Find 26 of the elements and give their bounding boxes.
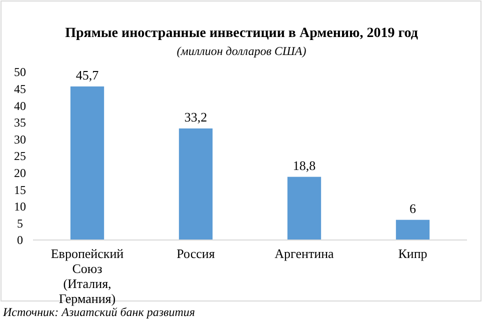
y-tick-label: 30 bbox=[14, 132, 26, 146]
data-label: 45,7 bbox=[76, 67, 100, 82]
y-tick-label: 20 bbox=[14, 166, 26, 180]
y-tick-label: 35 bbox=[14, 116, 26, 130]
chart-title: Прямые иностранные инвестиции в Армению, 2019 год bbox=[65, 26, 418, 41]
y-tick-label: 25 bbox=[14, 149, 26, 164]
text: Источник: Азиатский банк развития bbox=[2, 305, 196, 319]
data-label: 6 bbox=[410, 200, 416, 216]
data-label: 33,2 bbox=[184, 109, 208, 124]
bar bbox=[396, 220, 430, 240]
x-tick-label: Европейский Союз (Италия, Германия) bbox=[50, 246, 124, 306]
y-tick-label: 0 bbox=[17, 233, 23, 248]
bar bbox=[178, 128, 213, 240]
chart-subtitle: (миллион долларов США) bbox=[176, 44, 306, 58]
y-tick-label: 40 bbox=[14, 98, 26, 113]
x-tick-label: Кипр bbox=[398, 246, 428, 261]
y-tick-label: 50 bbox=[14, 65, 26, 80]
y-tick-label: 5 bbox=[17, 216, 23, 230]
bar bbox=[287, 176, 322, 240]
x-tick-label: Аргентина bbox=[274, 246, 334, 261]
bar bbox=[70, 86, 104, 240]
y-tick-label: 45 bbox=[14, 82, 26, 96]
y-tick-label: 15 bbox=[14, 182, 26, 197]
data-label: 18,8 bbox=[292, 158, 316, 173]
x-tick-label: Россия bbox=[176, 246, 215, 261]
y-tick-label: 10 bbox=[14, 200, 26, 214]
